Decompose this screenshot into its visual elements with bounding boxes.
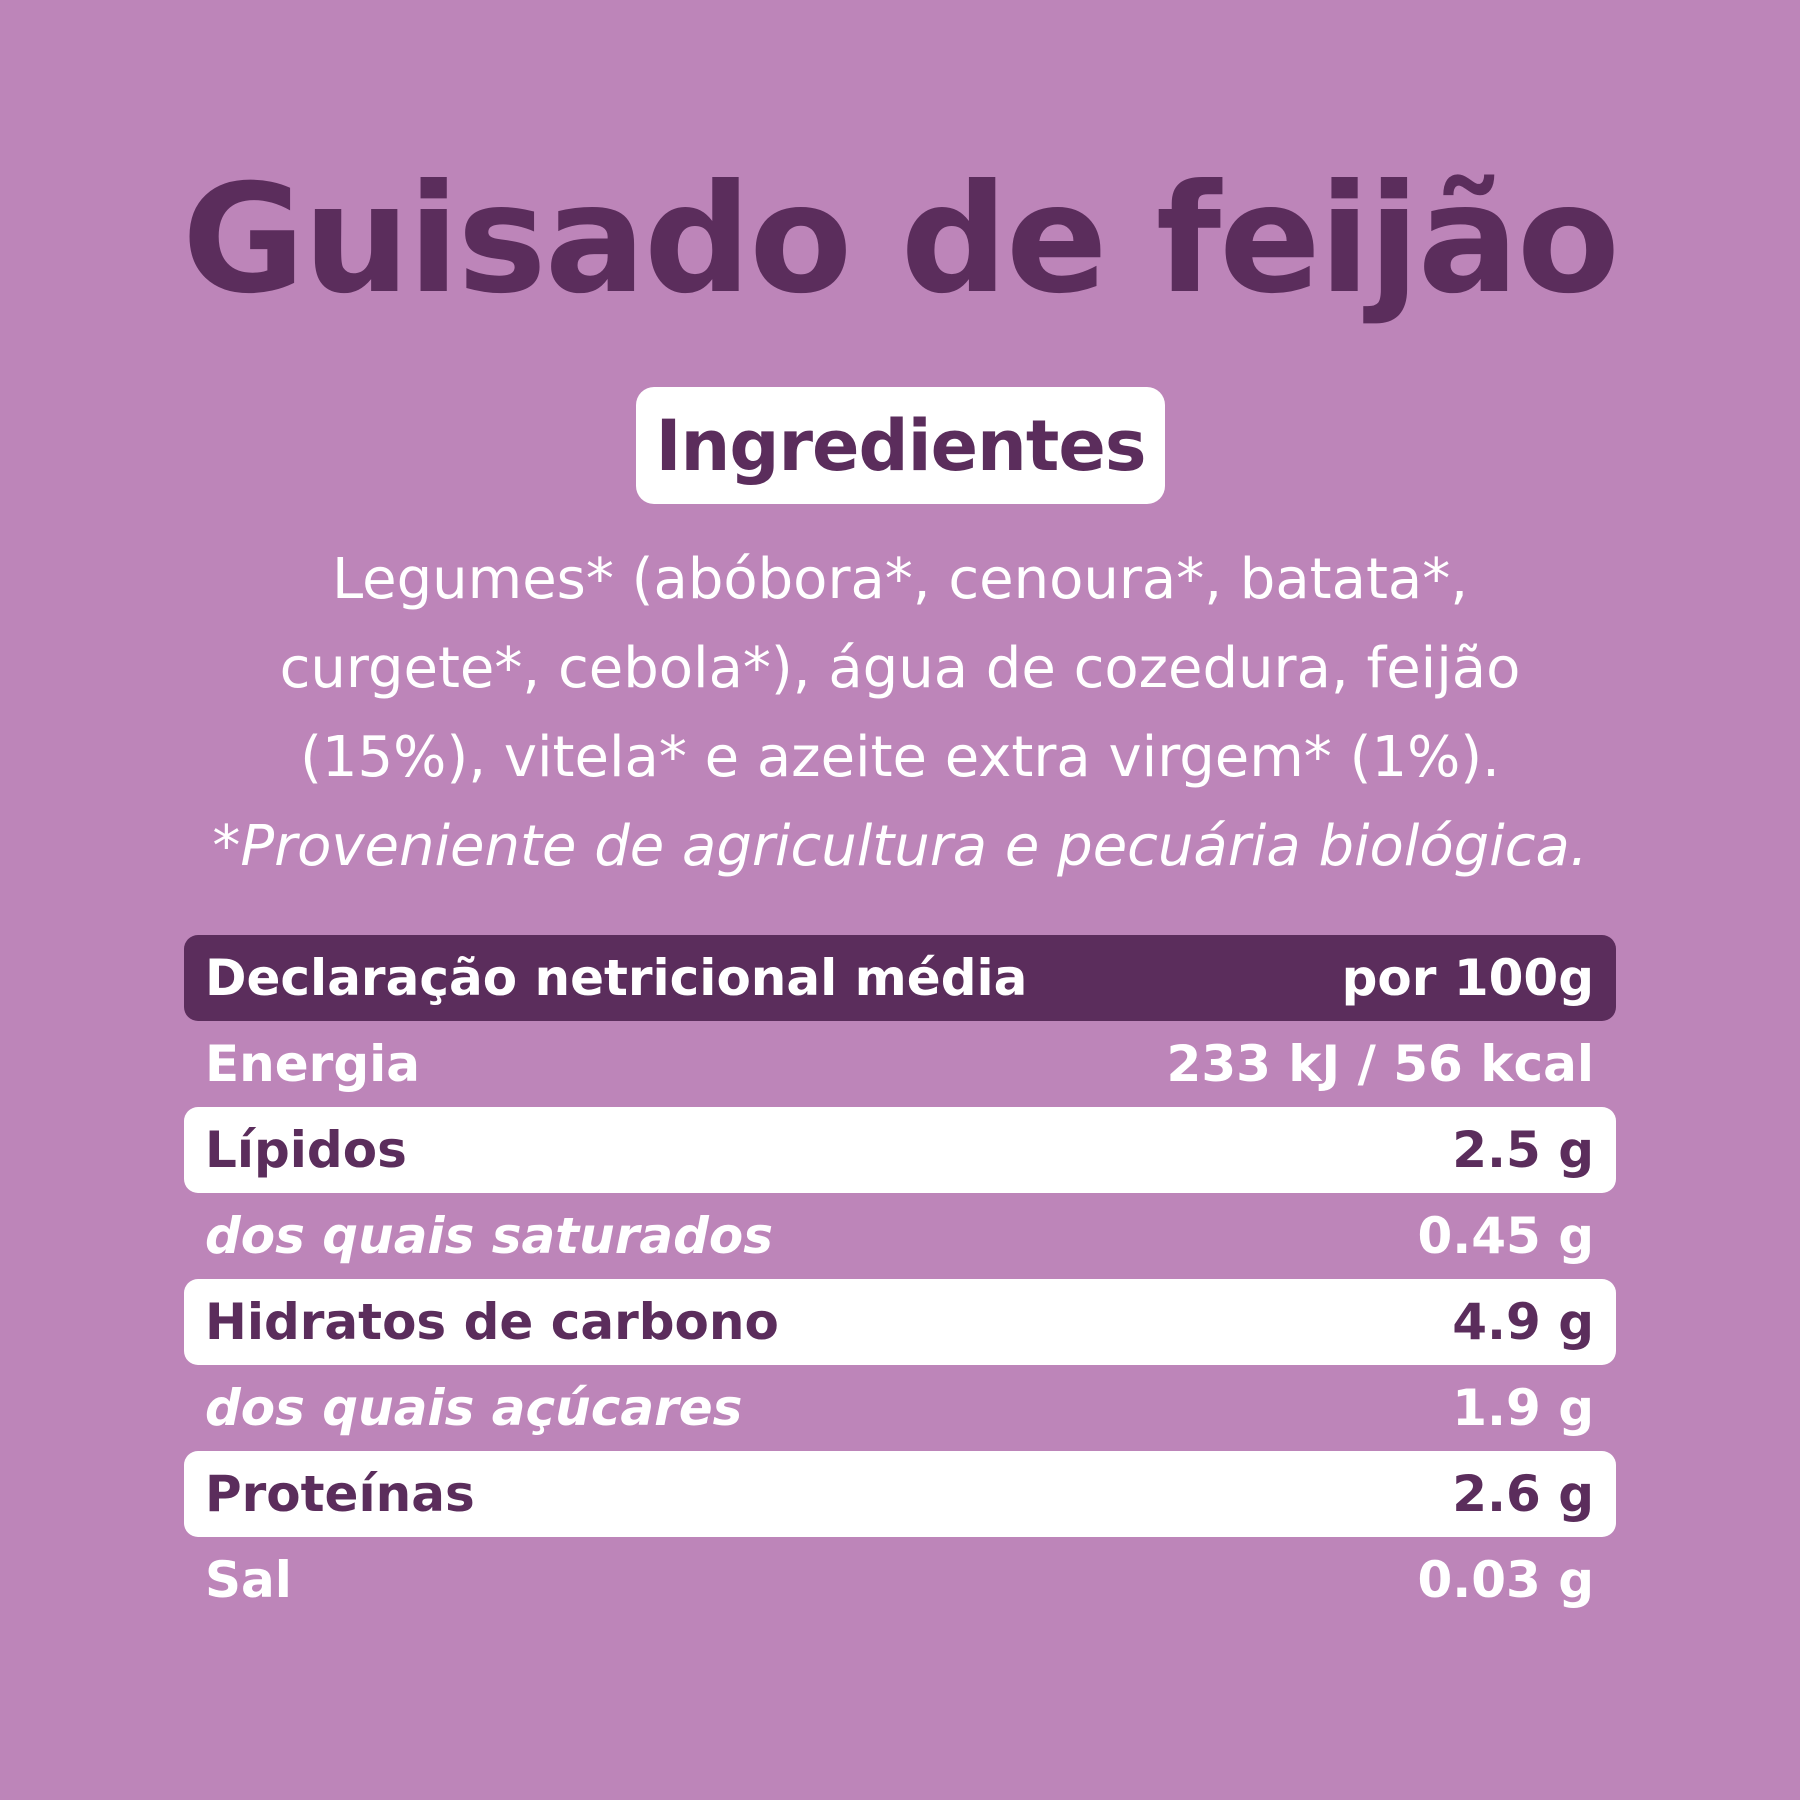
nutrition-row-hidratos: Hidratos de carbono 4.9 g	[184, 1279, 1616, 1365]
nutrition-label: Sal	[205, 1551, 292, 1609]
nutrition-label: dos quais saturados	[205, 1207, 774, 1265]
ingredients-line: curgete*, cebola*), água de cozedura, fe…	[279, 636, 1521, 701]
nutrition-row-saturados: dos quais saturados 0.45 g	[184, 1193, 1616, 1279]
nutrition-row-sal: Sal 0.03 g	[184, 1537, 1616, 1623]
nutrition-row-acucares: dos quais açúcares 1.9 g	[184, 1365, 1616, 1451]
ingredients-line: (15%), vitela* e azeite extra virgem* (1…	[300, 725, 1500, 790]
nutrition-label: Hidratos de carbono	[205, 1293, 779, 1351]
nutrition-row-lipidos: Lípidos 2.5 g	[184, 1107, 1616, 1193]
nutrition-value: 2.5 g	[1452, 1121, 1594, 1179]
nutrition-value: 4.9 g	[1452, 1293, 1594, 1351]
nutrition-header-value: por 100g	[1341, 949, 1594, 1007]
ingredients-line: Legumes* (abóbora*, cenoura*, batata*,	[331, 547, 1469, 612]
nutrition-table: Declaração netricional média por 100g En…	[184, 935, 1616, 1623]
nutrition-label: Proteínas	[205, 1465, 475, 1523]
nutrition-label: Energia	[205, 1035, 420, 1093]
nutrition-value: 0.03 g	[1417, 1551, 1594, 1609]
ingredients-heading-badge: Ingredientes	[636, 387, 1165, 504]
nutrition-row-proteinas: Proteínas 2.6 g	[184, 1451, 1616, 1537]
nutrition-label: dos quais açúcares	[205, 1379, 743, 1437]
nutrition-header-label: Declaração netricional média	[205, 949, 1028, 1007]
nutrition-row-energia: Energia 233 kJ / 56 kcal	[184, 1021, 1616, 1107]
ingredients-heading: Ingredientes	[655, 404, 1147, 487]
nutrition-header: Declaração netricional média por 100g	[184, 935, 1616, 1021]
nutrition-value: 233 kJ / 56 kcal	[1166, 1035, 1594, 1093]
nutrition-value: 1.9 g	[1452, 1379, 1594, 1437]
ingredients-note: *Proveniente de agricultura e pecuária b…	[212, 814, 1588, 879]
ingredients-text: Legumes* (abóbora*, cenoura*, batata*, c…	[150, 535, 1650, 891]
nutrition-value: 2.6 g	[1452, 1465, 1594, 1523]
nutrition-value: 0.45 g	[1417, 1207, 1594, 1265]
page-title: Guisado de feijão	[182, 153, 1620, 327]
nutrition-label: Lípidos	[205, 1121, 407, 1179]
